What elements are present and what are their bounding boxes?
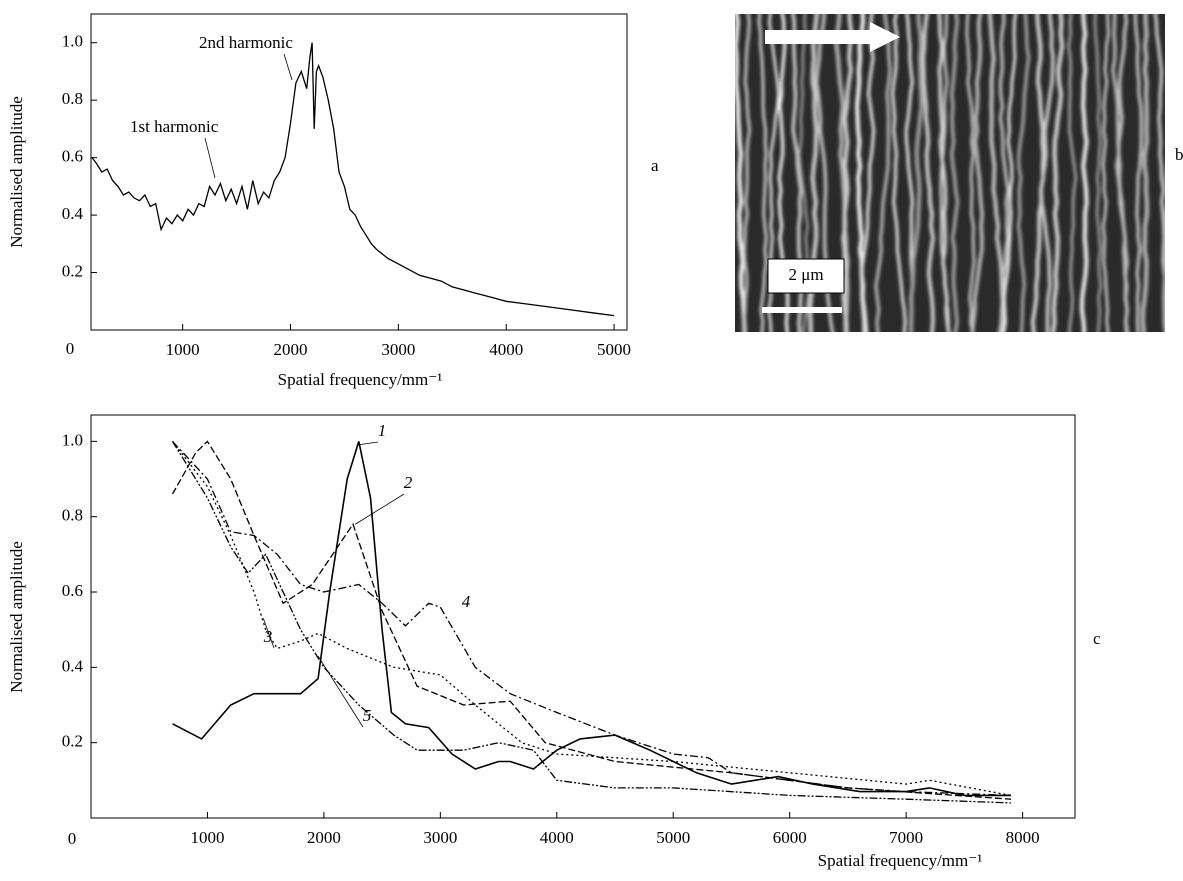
stripe	[735, 14, 747, 332]
x-tick-label: 1000	[190, 828, 224, 847]
stripe	[970, 14, 985, 332]
data-line	[171, 441, 1012, 797]
x-tick-label: 1000	[166, 340, 200, 359]
y-tick-label: 0.4	[62, 656, 84, 675]
stripe	[921, 14, 936, 332]
stripe	[908, 14, 924, 332]
stripe	[1079, 14, 1089, 332]
stripe	[997, 14, 1010, 332]
direction-arrow	[765, 22, 900, 52]
stripe	[987, 14, 1006, 332]
x-tick-label: 3000	[423, 828, 457, 847]
y-tick-label: 0.2	[62, 261, 83, 280]
y-tick-label: 0.8	[62, 89, 83, 108]
stripe	[1133, 14, 1143, 332]
leader-line	[317, 655, 364, 728]
data-line	[172, 441, 1011, 797]
x-tick-label: 5000	[597, 340, 631, 359]
plot-frame	[90, 13, 628, 331]
series-label: 2	[404, 473, 413, 492]
data-line	[172, 440, 1012, 797]
x-axis-label: Spatial frequency/mm⁻¹	[818, 851, 983, 870]
stripe	[1067, 14, 1078, 332]
leader-line	[355, 493, 405, 525]
stripe	[891, 14, 907, 332]
stripe	[939, 14, 951, 332]
stripe	[949, 14, 960, 332]
series-label: 1	[378, 421, 387, 440]
stripe	[841, 14, 854, 332]
stripe	[965, 14, 976, 332]
y-tick-label: 1.0	[62, 430, 83, 449]
stripe	[1153, 14, 1165, 296]
stripe	[1002, 14, 1017, 332]
stripe	[742, 14, 752, 332]
stripe	[757, 14, 768, 332]
plot-frame	[90, 414, 1076, 819]
x-tick-label: 6000	[773, 828, 807, 847]
x-tick-label: 4000	[540, 828, 574, 847]
x-tick-label: 2000	[307, 828, 341, 847]
y-tick-label: 0.2	[62, 732, 83, 751]
stripe	[874, 14, 892, 332]
x-axis-label: Spatial frequency/mm⁻¹	[278, 370, 443, 389]
data-line	[171, 440, 1012, 800]
x-tick-label: 2000	[274, 340, 308, 359]
stripe	[1050, 14, 1065, 332]
y-axis-label: Normalised amplitude	[7, 96, 26, 248]
origin-label: 0	[68, 829, 77, 848]
stripe	[1039, 14, 1055, 332]
annotation: 2nd harmonic	[199, 33, 293, 52]
x-tick-label: 4000	[489, 340, 523, 359]
stripe	[1115, 14, 1130, 332]
y-axis-label: Normalised amplitude	[7, 541, 26, 693]
panel-label: a	[651, 156, 659, 175]
x-tick-label: 8000	[1006, 828, 1040, 847]
stripe	[1016, 14, 1031, 332]
series-label: 5	[363, 706, 372, 725]
y-tick-label: 0.4	[62, 204, 84, 223]
y-tick-label: 0.8	[62, 506, 83, 525]
series-label: 3	[263, 627, 273, 646]
x-tick-label: 7000	[889, 828, 923, 847]
scale-bar	[762, 307, 842, 313]
data-line	[91, 42, 615, 317]
x-tick-label: 5000	[656, 828, 690, 847]
stripe	[1101, 14, 1110, 332]
stripe	[859, 14, 876, 332]
series-label: 4	[462, 592, 471, 611]
y-tick-label: 0.6	[62, 147, 83, 166]
panel-label: c	[1093, 629, 1101, 648]
stripe	[1140, 14, 1150, 332]
x-tick-label: 3000	[381, 340, 415, 359]
scale-box	[767, 258, 845, 294]
leader-line	[356, 441, 379, 446]
annotation-leader	[283, 53, 293, 81]
stripe	[1161, 174, 1165, 332]
annotation: 1st harmonic	[130, 117, 219, 136]
y-tick-label: 1.0	[62, 32, 83, 51]
panel-label: b	[1175, 145, 1183, 164]
stripe	[1093, 14, 1103, 332]
origin-label: 0	[66, 339, 75, 358]
leader-line	[262, 618, 275, 649]
scale-label: 2 μm	[788, 265, 823, 284]
annotation-leader	[204, 137, 216, 179]
data-line	[171, 441, 1012, 804]
y-tick-label: 0.6	[62, 581, 83, 600]
